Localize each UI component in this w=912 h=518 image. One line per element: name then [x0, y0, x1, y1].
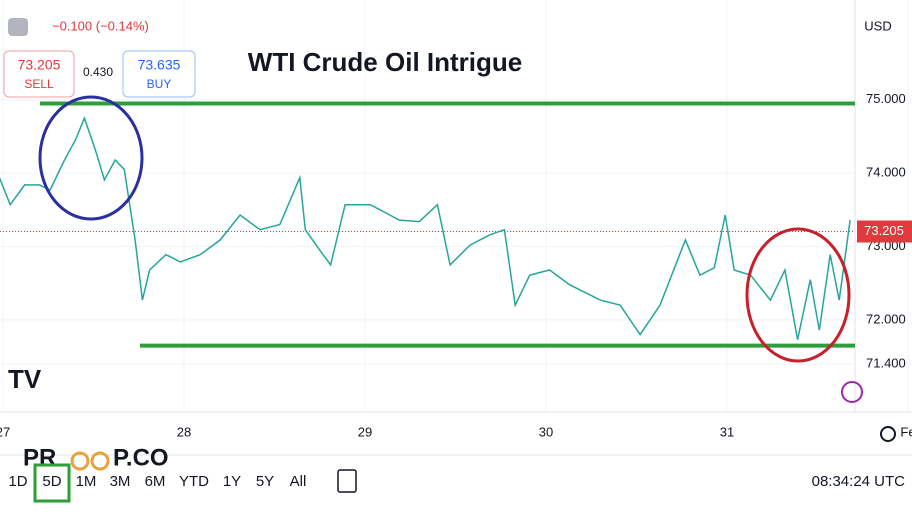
x-tick-label: 29 — [358, 424, 372, 439]
timeframe[interactable]: 1D — [8, 473, 27, 490]
spread: 0.430 — [83, 65, 113, 79]
clock: 08:34:24 UTC — [812, 473, 906, 490]
logo-left: PR — [23, 444, 56, 471]
timeframe[interactable]: All — [290, 473, 307, 490]
logo-glasses — [90, 451, 110, 471]
sell-button[interactable] — [3, 50, 75, 98]
x-tick-label: 27 — [0, 424, 10, 439]
alert-icon[interactable] — [841, 381, 863, 403]
y-tick-label: 72.000 — [866, 311, 906, 326]
tv-logo: TV — [8, 364, 42, 394]
buy-price: 73.635 — [138, 57, 181, 73]
highlight-circle — [38, 95, 144, 221]
change: −0.100 (−0.14%) — [52, 18, 149, 33]
x-tick-label: 30 — [539, 424, 553, 439]
collapse-button[interactable] — [8, 18, 28, 36]
last-price-tag — [857, 220, 912, 243]
x-tick-label: 31 — [720, 424, 734, 439]
timeframe[interactable]: 1Y — [223, 473, 241, 490]
settings-icon[interactable] — [880, 426, 896, 442]
sell-price: 73.205 — [18, 57, 61, 73]
y-tick-label: 74.000 — [866, 165, 906, 180]
timeframe[interactable]: 1M — [76, 473, 97, 490]
chart-title: WTI Crude Oil Intrigue — [248, 47, 522, 77]
timeframe[interactable]: 3M — [110, 473, 131, 490]
x-tick-label: 28 — [177, 424, 191, 439]
timeframe[interactable]: 5Y — [256, 473, 274, 490]
date-range-icon[interactable] — [337, 469, 357, 493]
currency: USD — [864, 18, 891, 33]
y-tick-label: 75.000 — [866, 91, 906, 106]
x-tick-label: Fe — [900, 424, 912, 439]
logo-glasses — [70, 451, 90, 471]
timeframe[interactable]: 6M — [145, 473, 166, 490]
timeframe[interactable]: YTD — [179, 473, 209, 490]
last-price-label: 73.205 — [864, 223, 904, 238]
timeframe[interactable]: 5D — [42, 473, 61, 490]
y-tick-label: 71.400 — [866, 355, 906, 370]
sell-label: SELL — [24, 77, 54, 91]
price-line — [0, 115, 851, 340]
highlight-circle — [745, 227, 851, 363]
plot: 75.00074.00073.00072.00071.4002728293031… — [0, 0, 912, 439]
timeframes: 1D 5D 1M 3M 6M YTD 1Y 5Y All — [8, 463, 307, 503]
buy-label: BUY — [147, 77, 172, 91]
logo-right: P.CO — [113, 444, 169, 471]
buy-button[interactable] — [122, 50, 196, 98]
timeframe-selected — [33, 463, 71, 503]
